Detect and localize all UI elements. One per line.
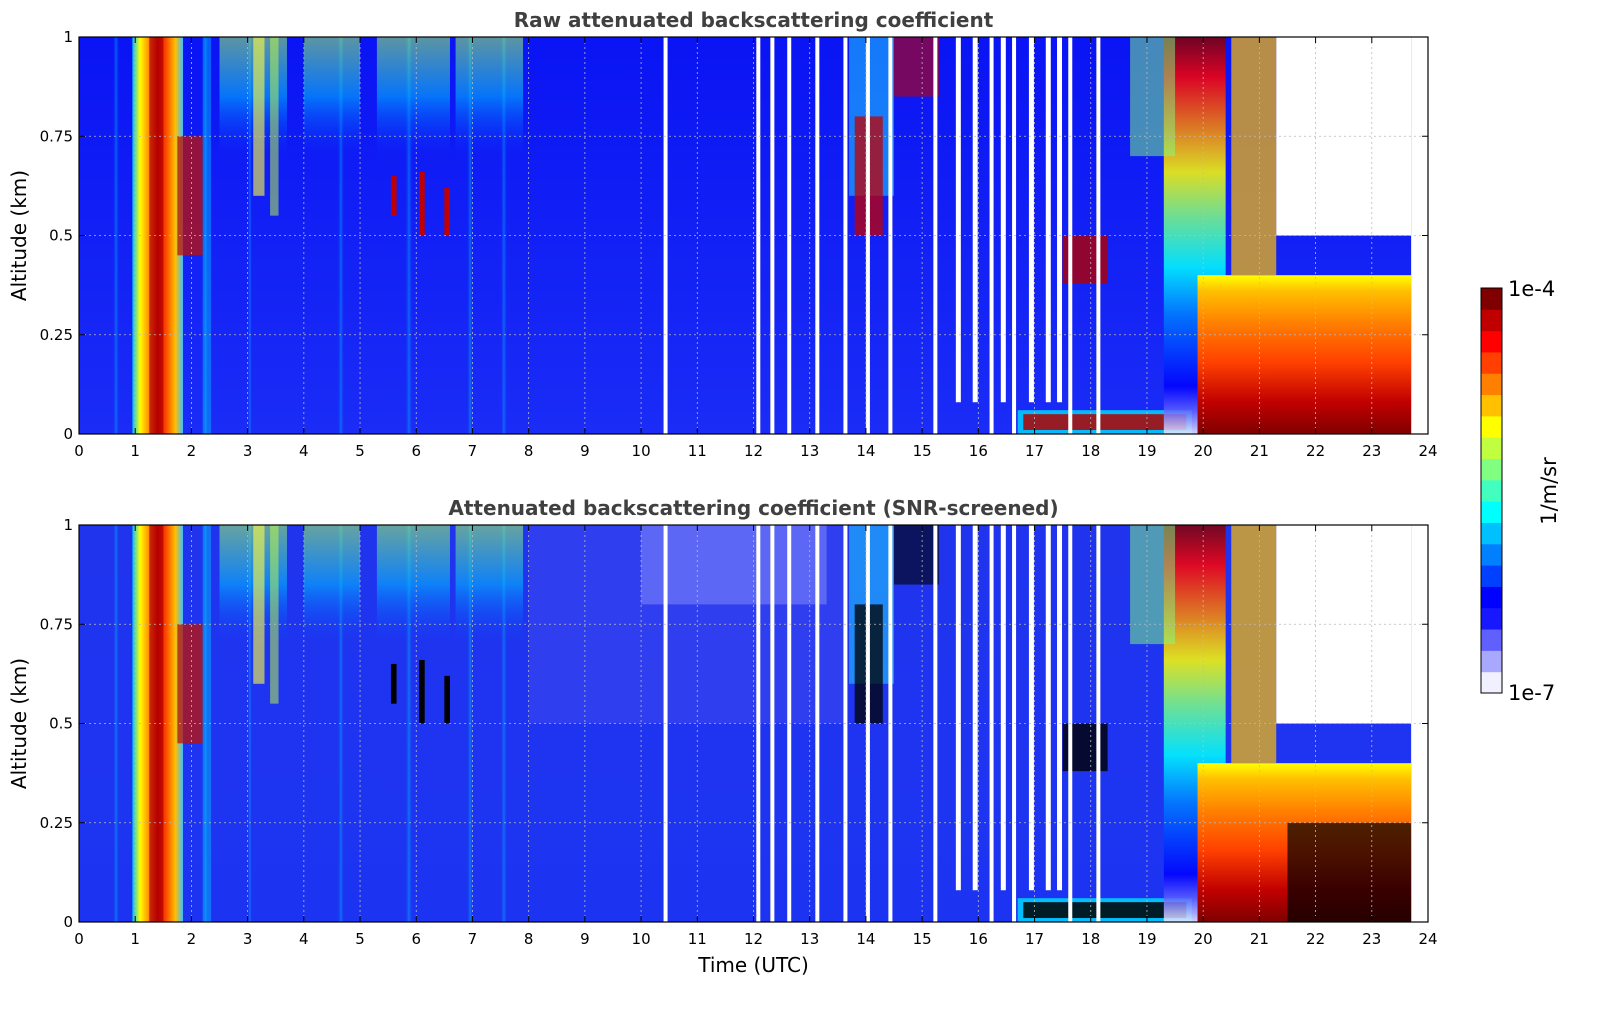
x-tick-label: 12 <box>744 442 763 460</box>
y-tick-label: 0 <box>63 425 73 443</box>
colorbar-band <box>1481 437 1502 459</box>
colorbar-unit-label: 1/m/sr <box>1537 457 1561 525</box>
x-tick-label: 7 <box>468 442 478 460</box>
colorbar-band <box>1481 309 1502 331</box>
y-tick-label: 1 <box>63 516 73 534</box>
x-tick-label: 18 <box>1081 930 1100 948</box>
colorbar-band <box>1481 629 1502 651</box>
x-tick-label: 15 <box>913 930 932 948</box>
x-tick-label: 14 <box>856 930 875 948</box>
x-tick-label: 10 <box>632 930 651 948</box>
x-tick-label: 9 <box>580 930 590 948</box>
colorbar-band <box>1481 650 1502 672</box>
colorbar-band <box>1481 352 1502 374</box>
x-tick-label: 10 <box>632 442 651 460</box>
x-tick-label: 5 <box>355 442 365 460</box>
x-tick-label: 16 <box>969 930 988 948</box>
x-tick-label: 24 <box>1418 930 1437 948</box>
x-tick-label: 8 <box>524 930 534 948</box>
colorbar-band <box>1481 544 1502 566</box>
y-axis-label: Altitude (km) <box>7 170 31 301</box>
y-tick-label: 0.25 <box>40 326 73 344</box>
colorbar-band <box>1481 522 1502 544</box>
y-tick-label: 0.5 <box>49 715 73 733</box>
colorbar-band <box>1481 480 1502 502</box>
x-tick-label: 11 <box>688 930 707 948</box>
x-tick-label: 19 <box>1137 930 1156 948</box>
heatmap-area <box>79 37 1428 434</box>
x-tick-label: 4 <box>299 442 309 460</box>
x-tick-label: 24 <box>1418 442 1437 460</box>
x-tick-label: 23 <box>1362 930 1381 948</box>
x-tick-label: 6 <box>411 930 421 948</box>
x-tick-label: 21 <box>1250 930 1269 948</box>
x-tick-label: 13 <box>800 442 819 460</box>
x-tick-label: 16 <box>969 442 988 460</box>
colorbar-band <box>1481 672 1502 694</box>
x-tick-label: 20 <box>1194 442 1213 460</box>
colorbar-band <box>1481 459 1502 481</box>
y-axis-label: Altitude (km) <box>7 658 31 789</box>
y-tick-label: 0.25 <box>40 814 73 832</box>
y-tick-label: 0.75 <box>40 127 73 145</box>
x-tick-label: 17 <box>1025 442 1044 460</box>
colorbar-band <box>1481 501 1502 523</box>
x-tick-label: 0 <box>74 930 84 948</box>
chart-title: Raw attenuated backscattering coefficien… <box>514 8 994 32</box>
x-tick-label: 2 <box>187 442 197 460</box>
y-tick-label: 0.75 <box>40 615 73 633</box>
x-tick-label: 4 <box>299 930 309 948</box>
x-tick-label: 1 <box>130 442 140 460</box>
y-tick-label: 0 <box>63 913 73 931</box>
x-tick-label: 21 <box>1250 442 1269 460</box>
x-tick-label: 20 <box>1194 930 1213 948</box>
colorbar-band <box>1481 416 1502 438</box>
x-tick-label: 18 <box>1081 442 1100 460</box>
colorbar-max-label: 1e-4 <box>1508 277 1555 301</box>
colorbar-band <box>1481 586 1502 608</box>
x-tick-label: 12 <box>744 930 763 948</box>
x-tick-label: 8 <box>524 442 534 460</box>
panel-2: 0 1 2 3 4 5 6 7 8 9 10 11 12 13 14 15 16 17 18 19 20 21 22 23 24… <box>7 496 1438 977</box>
x-tick-label: 7 <box>468 930 478 948</box>
colorbar-band <box>1481 331 1502 353</box>
x-tick-label: 0 <box>74 442 84 460</box>
x-tick-label: 17 <box>1025 930 1044 948</box>
colorbar-min-label: 1e-7 <box>1508 681 1555 705</box>
x-tick-label: 1 <box>130 930 140 948</box>
y-tick-label: 1 <box>63 28 73 46</box>
x-tick-label: 23 <box>1362 442 1381 460</box>
colorbar-band <box>1481 288 1502 310</box>
colorbar: 1e-4 1e-7 1/m/sr <box>1481 277 1561 705</box>
colorbar-band <box>1481 395 1502 417</box>
y-tick-label: 0.5 <box>49 227 73 245</box>
x-tick-label: 6 <box>411 442 421 460</box>
x-tick-label: 5 <box>355 930 365 948</box>
x-tick-label: 9 <box>580 442 590 460</box>
x-tick-label: 13 <box>800 930 819 948</box>
x-tick-label: 19 <box>1137 442 1156 460</box>
x-tick-label: 15 <box>913 442 932 460</box>
colorbar-band <box>1481 608 1502 630</box>
x-tick-label: 2 <box>187 930 197 948</box>
x-tick-label: 14 <box>856 442 875 460</box>
colorbar-band <box>1481 565 1502 587</box>
chart-title: Attenuated backscattering coefficient (S… <box>448 496 1058 520</box>
x-tick-label: 22 <box>1306 442 1325 460</box>
colorbar-band <box>1481 373 1502 395</box>
x-axis-label: Time (UTC) <box>697 953 809 977</box>
x-tick-label: 22 <box>1306 930 1325 948</box>
x-tick-label: 3 <box>243 930 253 948</box>
x-tick-label: 11 <box>688 442 707 460</box>
panel-1: 0 1 2 3 4 5 6 7 8 9 10 11 12 13 14 15 16 17 18 19 20 21 22 23 24… <box>7 8 1438 460</box>
x-tick-label: 3 <box>243 442 253 460</box>
heatmap-area <box>79 525 1428 922</box>
